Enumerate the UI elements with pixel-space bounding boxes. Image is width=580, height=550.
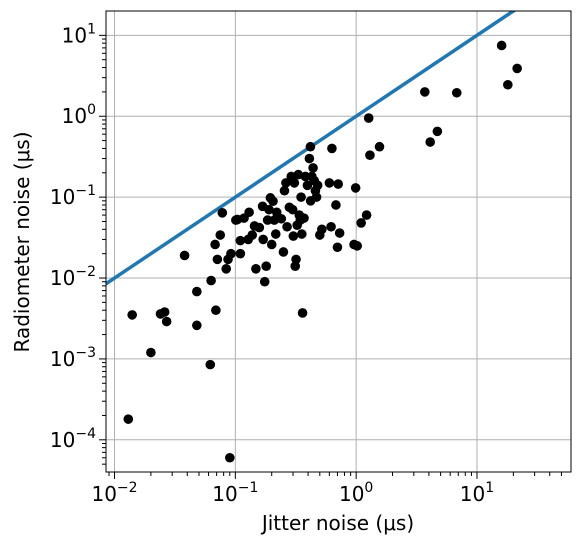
data-point bbox=[247, 230, 258, 240]
data-point bbox=[324, 178, 335, 188]
data-point bbox=[289, 178, 300, 188]
data-point bbox=[123, 414, 134, 424]
y-tick-label: 10−4 bbox=[50, 426, 96, 452]
data-point bbox=[212, 254, 223, 265]
data-point bbox=[332, 242, 343, 253]
data-point bbox=[297, 308, 308, 318]
data-point bbox=[215, 230, 226, 240]
data-point bbox=[266, 239, 277, 250]
x-tick-label: 10−2 bbox=[91, 480, 137, 506]
data-point bbox=[192, 286, 202, 297]
y-tick-label: 10−2 bbox=[50, 264, 96, 290]
data-point bbox=[331, 200, 341, 210]
data-point bbox=[297, 229, 307, 239]
axes-frame bbox=[105, 10, 572, 473]
data-point bbox=[279, 185, 290, 196]
data-point bbox=[296, 192, 306, 202]
data-point bbox=[179, 250, 190, 261]
y-tick-label: 100 bbox=[62, 102, 96, 128]
data-point bbox=[235, 248, 246, 259]
data-point bbox=[206, 275, 216, 286]
data-point bbox=[192, 320, 202, 331]
data-point bbox=[251, 264, 261, 274]
data-point bbox=[254, 222, 265, 233]
data-point bbox=[159, 307, 170, 317]
x-axis-label: Jitter noise (μs) bbox=[260, 511, 414, 535]
data-point bbox=[451, 87, 462, 98]
data-point bbox=[365, 150, 375, 160]
data-point bbox=[244, 207, 254, 218]
data-point bbox=[363, 113, 374, 123]
data-point bbox=[361, 210, 372, 220]
data-point bbox=[261, 261, 271, 272]
data-point bbox=[302, 180, 313, 191]
data-point bbox=[226, 248, 236, 259]
y-tick-label: 10−3 bbox=[50, 345, 96, 371]
data-point bbox=[282, 221, 292, 232]
data-point bbox=[304, 153, 315, 164]
data-point bbox=[205, 359, 216, 370]
data-point bbox=[374, 141, 385, 152]
data-point bbox=[221, 264, 231, 274]
axes: 10−2 10−1 100 101 10−4 10−3 10−2 10−1 100 101 bbox=[50, 10, 572, 506]
data-point bbox=[308, 163, 318, 173]
data-point bbox=[146, 347, 156, 358]
data-point bbox=[262, 215, 273, 225]
data-point bbox=[512, 63, 522, 74]
data-point bbox=[288, 231, 299, 241]
data-point bbox=[287, 204, 298, 215]
data-point bbox=[420, 87, 430, 97]
y-tick-label: 10−1 bbox=[50, 183, 96, 209]
data-point bbox=[327, 143, 337, 154]
data-point bbox=[326, 221, 336, 232]
data-point bbox=[312, 180, 323, 191]
data-point bbox=[311, 192, 322, 202]
data-point bbox=[235, 235, 246, 246]
data-point bbox=[350, 183, 361, 193]
data-point bbox=[127, 310, 137, 320]
data-point bbox=[225, 452, 235, 463]
data-point bbox=[352, 241, 363, 251]
data-point bbox=[503, 79, 513, 90]
y-tick-label: 101 bbox=[62, 21, 96, 47]
data-point bbox=[264, 204, 274, 215]
data-point bbox=[425, 137, 436, 147]
data-point bbox=[432, 126, 443, 137]
data-point bbox=[259, 276, 270, 287]
data-point bbox=[291, 254, 301, 265]
x-tick-label: 10−1 bbox=[212, 480, 258, 506]
data-point bbox=[258, 234, 268, 245]
x-tick-label: 101 bbox=[460, 480, 494, 506]
data-point bbox=[270, 229, 281, 239]
data-point bbox=[211, 305, 221, 316]
data-point bbox=[334, 228, 345, 238]
data-point bbox=[161, 316, 172, 327]
data-point bbox=[210, 239, 220, 250]
data-point bbox=[268, 196, 278, 207]
data-point bbox=[276, 213, 287, 224]
grid bbox=[106, 11, 571, 472]
data-point bbox=[281, 178, 291, 188]
data-point bbox=[217, 208, 228, 218]
y-axis-label: Radiometer noise (μs) bbox=[10, 131, 34, 352]
data-point bbox=[299, 213, 309, 223]
data-point bbox=[305, 141, 316, 152]
data-point bbox=[278, 247, 289, 257]
x-tick-label: 100 bbox=[339, 480, 373, 506]
data-point bbox=[356, 218, 366, 228]
plot-area bbox=[106, 11, 522, 463]
data-point bbox=[317, 224, 327, 235]
data-point bbox=[496, 40, 507, 51]
data-point bbox=[333, 179, 343, 189]
